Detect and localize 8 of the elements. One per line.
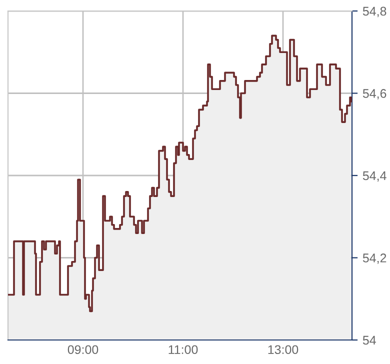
- y-tick-label: 54,8: [362, 6, 386, 18]
- y-tick-label: 54,2: [362, 254, 386, 264]
- x-tick-label: 13:00: [268, 345, 298, 354]
- y-tick-label: 54,4: [362, 171, 386, 182]
- y-tick-label: 54,6: [362, 89, 386, 100]
- x-tick-label: 09:00: [68, 345, 98, 354]
- y-tick-label: 54: [362, 336, 376, 345]
- x-tick-label: 11:00: [168, 345, 198, 354]
